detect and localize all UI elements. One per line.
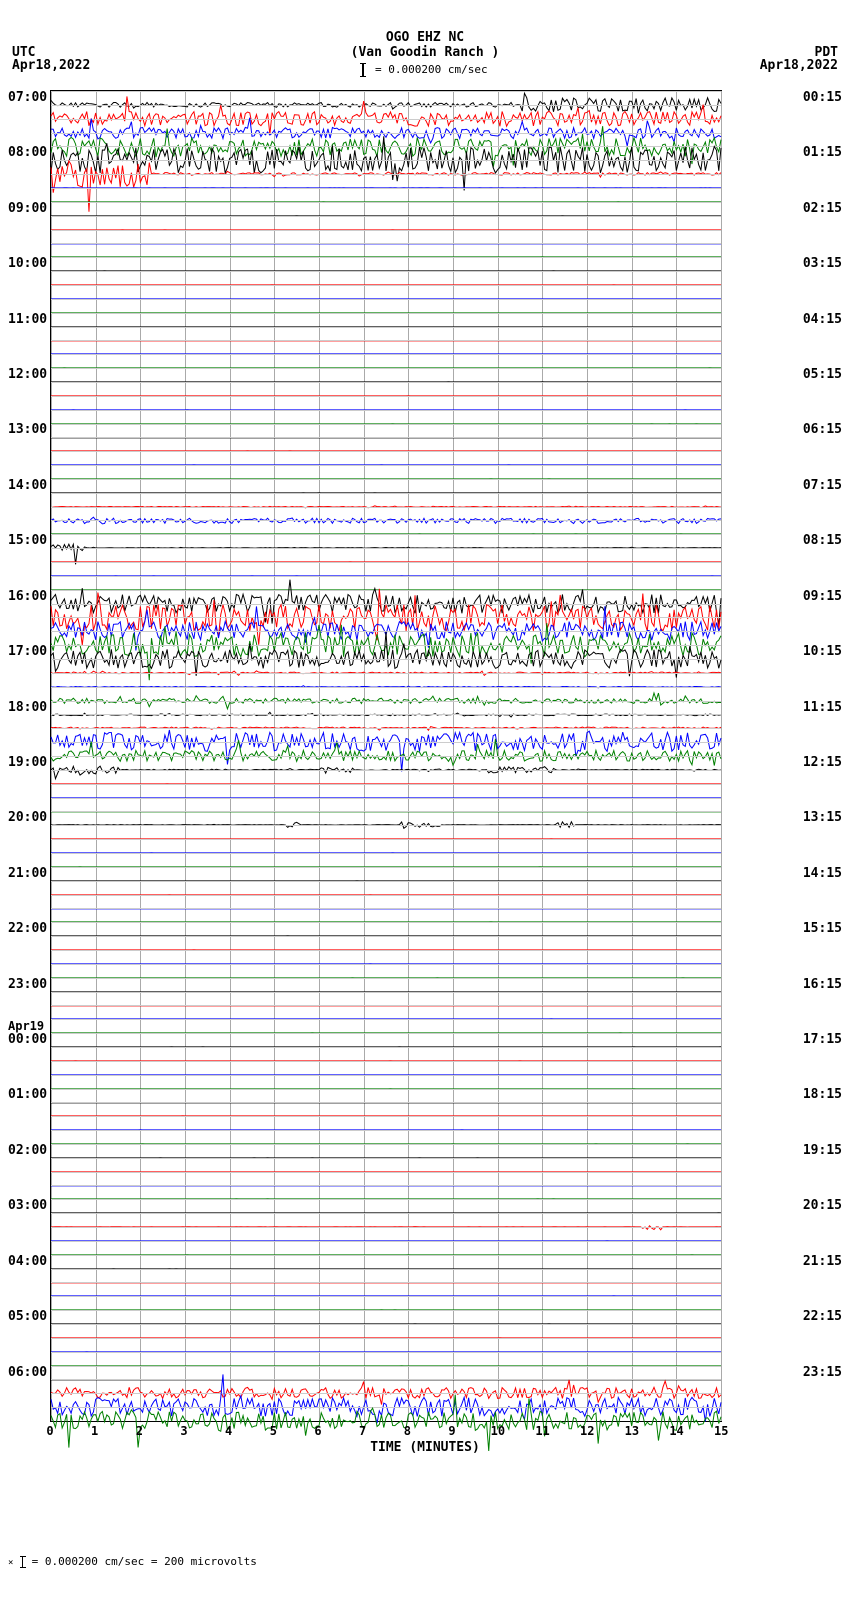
time-label-right: 15:15: [803, 921, 842, 936]
time-label-right: 14:15: [803, 866, 842, 881]
time-label-left: 15:00: [8, 533, 47, 548]
time-label-right: 01:15: [803, 145, 842, 160]
time-label-left: 07:00: [8, 90, 47, 105]
time-label-left: 17:00: [8, 644, 47, 659]
time-label-right: 22:15: [803, 1309, 842, 1324]
xaxis-tick-label: 9: [446, 1424, 458, 1438]
gridline-v: [721, 91, 722, 1421]
station-title: OGO EHZ NC: [0, 30, 850, 45]
seismogram-container: OGO EHZ NC (Van Goodin Ranch ) = 0.00020…: [0, 0, 850, 1613]
time-label-right: 07:15: [803, 478, 842, 493]
time-label-left: 00:00: [8, 1032, 47, 1047]
time-label-left: 02:00: [8, 1143, 47, 1158]
time-label-right: 06:15: [803, 422, 842, 437]
time-label-left: 18:00: [8, 700, 47, 715]
time-label-left: 09:00: [8, 201, 47, 216]
footer-text: = 0.000200 cm/sec = 200 microvolts: [32, 1555, 257, 1568]
xaxis-tick-label: 5: [267, 1424, 279, 1438]
time-label-left: 13:00: [8, 422, 47, 437]
xaxis-tick-label: 4: [223, 1424, 235, 1438]
xaxis-tick-label: 7: [357, 1424, 369, 1438]
footer-scale: × = 0.000200 cm/sec = 200 microvolts: [8, 1555, 257, 1568]
time-label-right: 23:15: [803, 1365, 842, 1380]
xaxis-tick-label: 1: [89, 1424, 101, 1438]
scale-text: = 0.000200 cm/sec: [375, 63, 488, 76]
time-label-left: 01:00: [8, 1087, 47, 1102]
xaxis-tick-label: 14: [669, 1424, 681, 1438]
date-left: Apr18,2022: [12, 58, 90, 73]
station-subtitle: (Van Goodin Ranch ): [0, 45, 850, 60]
time-label-right: 03:15: [803, 256, 842, 271]
time-label-left: 06:00: [8, 1365, 47, 1380]
xaxis-tick-label: 3: [178, 1424, 190, 1438]
xaxis-tick-label: 0: [44, 1424, 56, 1438]
time-label-left: 12:00: [8, 367, 47, 382]
date-change-label: Apr19: [8, 1019, 44, 1033]
time-label-right: 04:15: [803, 312, 842, 327]
time-label-right: 12:15: [803, 755, 842, 770]
time-label-left: 20:00: [8, 810, 47, 825]
helicorder-plot: [50, 90, 722, 1422]
time-label-left: 16:00: [8, 589, 47, 604]
xaxis-tick-label: 12: [580, 1424, 592, 1438]
time-label-left: 23:00: [8, 977, 47, 992]
time-label-left: 19:00: [8, 755, 47, 770]
xaxis-tick-label: 2: [133, 1424, 145, 1438]
time-label-right: 17:15: [803, 1032, 842, 1047]
xaxis-tick-label: 10: [491, 1424, 503, 1438]
time-label-left: 11:00: [8, 312, 47, 327]
time-label-left: 03:00: [8, 1198, 47, 1213]
time-label-left: 14:00: [8, 478, 47, 493]
time-label-left: 21:00: [8, 866, 47, 881]
date-right: Apr18,2022: [760, 58, 838, 73]
scale-indicator: = 0.000200 cm/sec: [0, 63, 850, 77]
time-label-left: 08:00: [8, 145, 47, 160]
time-label-right: 16:15: [803, 977, 842, 992]
time-label-right: 08:15: [803, 533, 842, 548]
time-label-right: 09:15: [803, 589, 842, 604]
time-label-right: 00:15: [803, 90, 842, 105]
time-label-right: 13:15: [803, 810, 842, 825]
time-label-right: 02:15: [803, 201, 842, 216]
time-label-left: 10:00: [8, 256, 47, 271]
time-label-right: 20:15: [803, 1198, 842, 1213]
time-label-right: 11:15: [803, 700, 842, 715]
xaxis-tick-label: 6: [312, 1424, 324, 1438]
time-label-right: 19:15: [803, 1143, 842, 1158]
xaxis-tick-label: 11: [535, 1424, 547, 1438]
time-label-right: 05:15: [803, 367, 842, 382]
trace-row: [51, 1407, 721, 1435]
time-label-right: 21:15: [803, 1254, 842, 1269]
xaxis-tick-label: 13: [625, 1424, 637, 1438]
xaxis-tick-label: 15: [714, 1424, 726, 1438]
time-label-left: 04:00: [8, 1254, 47, 1269]
time-label-right: 10:15: [803, 644, 842, 659]
time-label-right: 18:15: [803, 1087, 842, 1102]
xaxis-tick-label: 8: [401, 1424, 413, 1438]
time-label-left: 05:00: [8, 1309, 47, 1324]
xaxis-title: TIME (MINUTES): [0, 1440, 850, 1455]
time-label-left: 22:00: [8, 921, 47, 936]
